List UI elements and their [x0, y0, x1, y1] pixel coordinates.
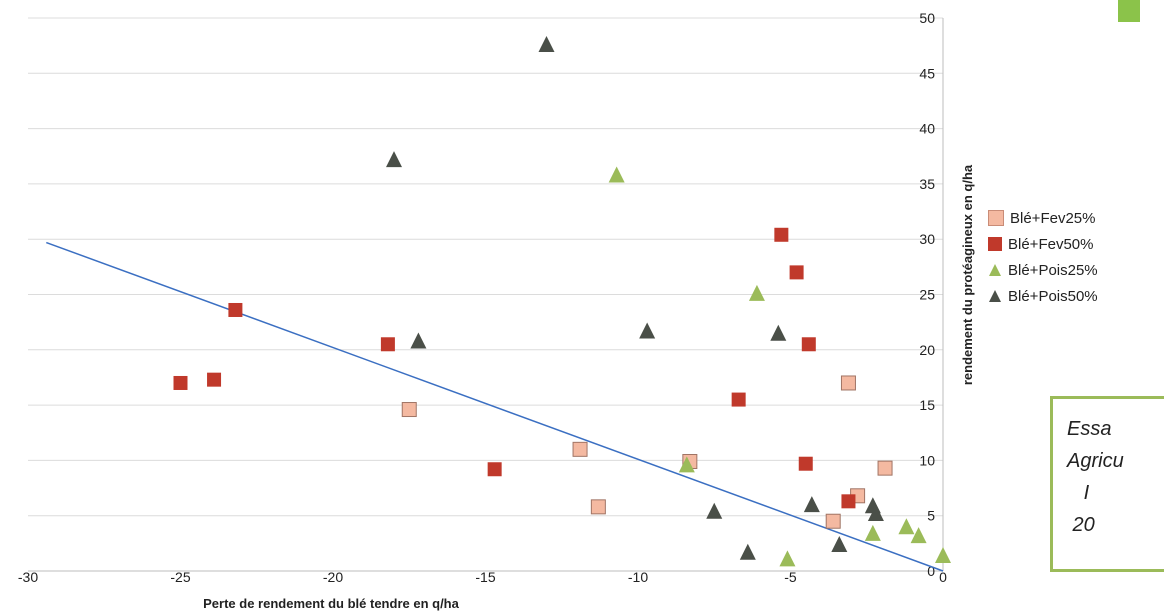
- legend-item-ble-fev25: Blé+Fev25%: [988, 205, 1098, 231]
- data-point-ble-pois50: [867, 504, 884, 521]
- legend-item-ble-fev50: Blé+Fev50%: [988, 231, 1098, 257]
- legend-marker-ble-pois25: [989, 264, 1001, 276]
- data-point-ble-pois50: [770, 324, 787, 341]
- x-tick-label: -25: [170, 569, 190, 585]
- x-axis-title: Perte de rendement du blé tendre en q/ha: [203, 596, 459, 611]
- data-point-ble-fev25: [572, 441, 588, 457]
- data-point-ble-fev25: [590, 499, 606, 515]
- y-tick-label: 15: [919, 397, 935, 413]
- y-tick-label: 50: [919, 10, 935, 26]
- data-point-ble-fev50: [798, 456, 813, 471]
- data-point-ble-fev25: [401, 402, 417, 418]
- data-point-ble-pois25: [608, 166, 625, 183]
- legend-marker-ble-fev25: [988, 210, 1004, 226]
- y-axis-title: rendement du protéagineux en q/ha: [960, 164, 975, 385]
- data-point-ble-fev50: [173, 375, 188, 390]
- data-point-ble-pois50: [410, 332, 427, 349]
- x-tick-label: -5: [784, 569, 797, 585]
- x-tick-label: -30: [18, 569, 38, 585]
- legend-item-ble-pois25: Blé+Pois25%: [988, 257, 1098, 283]
- data-point-ble-pois25: [678, 456, 695, 473]
- legend: Blé+Fev25% Blé+Fev50% Blé+Pois25% Blé+Po…: [988, 205, 1098, 309]
- data-point-ble-pois25: [898, 518, 915, 535]
- x-tick-label: -20: [323, 569, 343, 585]
- data-point-ble-fev50: [774, 227, 789, 242]
- legend-label: Blé+Pois50%: [1008, 287, 1098, 305]
- data-point-ble-pois25: [910, 527, 927, 544]
- y-tick-label: 30: [919, 231, 935, 247]
- data-point-ble-pois50: [538, 36, 555, 53]
- data-point-ble-pois25: [748, 284, 765, 301]
- y-tick-label: 5: [927, 508, 935, 524]
- data-point-ble-fev50: [789, 265, 804, 280]
- trendline: [46, 241, 944, 572]
- data-point-ble-pois25: [935, 547, 951, 564]
- data-point-ble-fev50: [380, 337, 395, 352]
- data-point-ble-fev25: [840, 375, 856, 391]
- legend-label: Blé+Fev25%: [1010, 209, 1096, 227]
- data-point-ble-pois50: [803, 496, 820, 513]
- data-point-ble-fev25: [877, 460, 893, 476]
- data-point-ble-fev50: [207, 372, 222, 387]
- data-point-ble-pois50: [639, 322, 656, 339]
- legend-label: Blé+Fev50%: [1008, 235, 1094, 253]
- data-point-ble-fev50: [731, 392, 746, 407]
- trial-note-text: Essa Agricu I 20: [1067, 418, 1124, 536]
- y-tick-label: 45: [919, 65, 935, 81]
- data-point-ble-pois50: [706, 502, 723, 519]
- y-tick-label: 0: [927, 563, 935, 579]
- data-point-ble-fev25: [825, 513, 841, 529]
- x-tick-label: -10: [628, 569, 648, 585]
- data-point-ble-pois25: [779, 550, 796, 567]
- data-point-ble-fev50: [487, 462, 502, 477]
- y-tick-label: 25: [919, 287, 935, 303]
- y-tick-label: 35: [919, 176, 935, 192]
- green-square-marker: [1118, 0, 1140, 22]
- data-point-ble-pois50: [831, 535, 848, 552]
- legend-label: Blé+Pois25%: [1008, 261, 1098, 279]
- y-tick-label: 20: [919, 342, 935, 358]
- data-point-ble-fev50: [841, 494, 856, 509]
- x-tick-label: 0: [939, 569, 947, 585]
- x-tick-label: -15: [475, 569, 495, 585]
- trial-note-box: Essa Agricu I 20: [1050, 396, 1164, 572]
- data-point-ble-fev50: [801, 337, 816, 352]
- legend-marker-ble-fev50: [988, 237, 1002, 251]
- legend-marker-ble-pois50: [989, 290, 1001, 302]
- data-point-ble-fev50: [228, 302, 243, 317]
- data-point-ble-pois50: [739, 543, 756, 560]
- y-tick-label: 10: [919, 452, 935, 468]
- y-tick-label: 40: [919, 121, 935, 137]
- legend-item-ble-pois50: Blé+Pois50%: [988, 283, 1098, 309]
- data-point-ble-pois25: [864, 524, 881, 541]
- data-point-ble-pois50: [386, 151, 402, 168]
